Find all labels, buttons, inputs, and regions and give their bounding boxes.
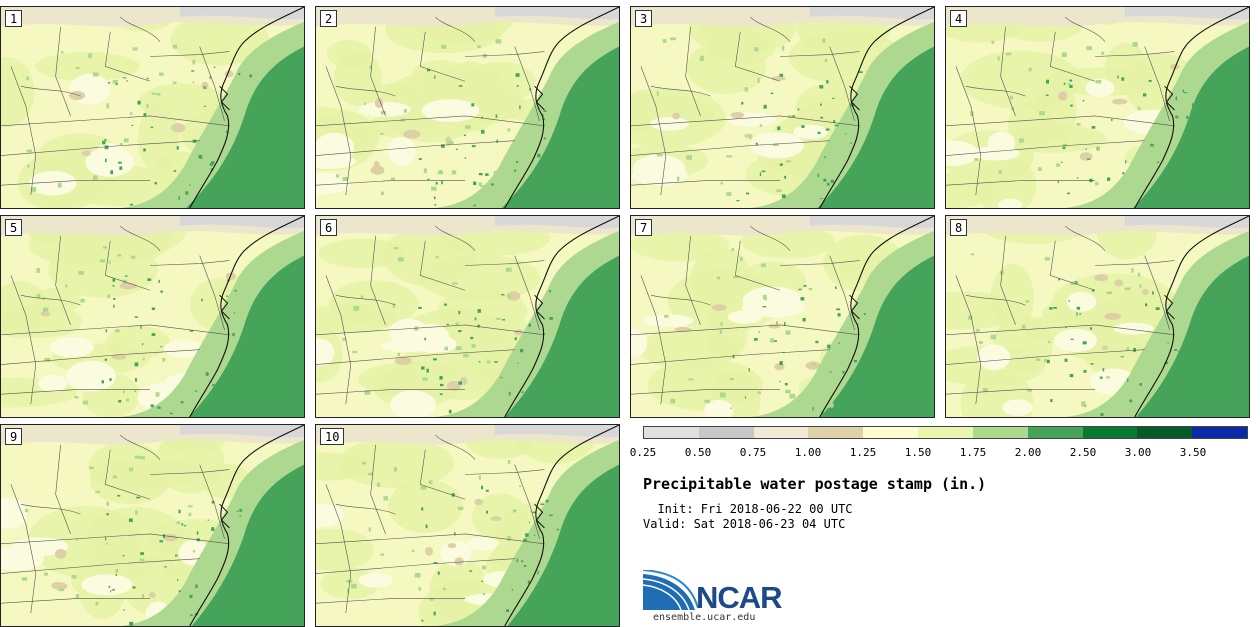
colorbar-swatch [1082,427,1138,438]
logo-url: ensemble.ucar.edu [653,612,756,623]
colorbar-ticks: 0.25 0.50 0.75 1.00 1.25 1.50 1.75 2.00 2.50 3.00… [630,446,1248,460]
map-panel: 6 [315,215,620,418]
map-panel: 5 [0,215,305,418]
panel-number: 4 [950,10,968,27]
colorbar-swatch [808,427,864,438]
init-time: Init: Fri 2018-06-22 00 UTC [643,502,853,516]
colorbar-swatch [918,427,973,438]
colorbar-swatch [698,427,754,438]
panel-number: 3 [635,10,653,27]
colorbar-swatch [1137,427,1193,438]
colorbar-swatch [1192,427,1247,438]
map-panel: 8 [945,215,1250,418]
panel-number: 6 [320,219,338,236]
colorbar-tick-label: 2.00 [1014,446,1042,459]
colorbar-swatch [1027,427,1083,438]
panel-number: 2 [320,10,338,27]
colorbar-swatch [753,427,809,438]
colorbar-tick-label: 0.50 [684,446,712,459]
map-panel: 4 [945,6,1250,209]
map-panel: 10 [315,424,620,627]
ncar-logo-icon [643,570,699,611]
colorbar [643,426,1248,439]
valid-time: Valid: Sat 2018-06-23 04 UTC [643,517,846,531]
colorbar-tick-label: 3.00 [1124,446,1152,459]
colorbar-swatch [644,427,699,438]
map-panel: 2 [315,6,620,209]
panel-number: 5 [5,219,23,236]
map-panel: 1 [0,6,305,209]
colorbar-tick-label: 1.00 [794,446,822,459]
colorbar-swatch [972,427,1028,438]
colorbar-tick-label: 2.50 [1069,446,1097,459]
map-panel: 7 [630,215,935,418]
panel-number: 9 [5,428,23,445]
colorbar-tick-label: 1.75 [959,446,987,459]
logo-wordmark: NCAR [696,580,783,615]
map-panel: 3 [630,6,935,209]
colorbar-tick-label: 3.50 [1179,446,1207,459]
panel-number: 10 [320,428,345,445]
colorbar-swatch [863,427,919,438]
panel-number: 1 [5,10,23,27]
colorbar-tick-label: 1.50 [904,446,932,459]
chart-title: Precipitable water postage stamp (in.) [643,475,987,493]
panel-number: 8 [950,219,968,236]
colorbar-tick-label: 0.75 [739,446,767,459]
colorbar-tick-label: 0.25 [629,446,657,459]
panel-number: 7 [635,219,653,236]
map-panel: 9 [0,424,305,627]
colorbar-tick-label: 1.25 [849,446,877,459]
